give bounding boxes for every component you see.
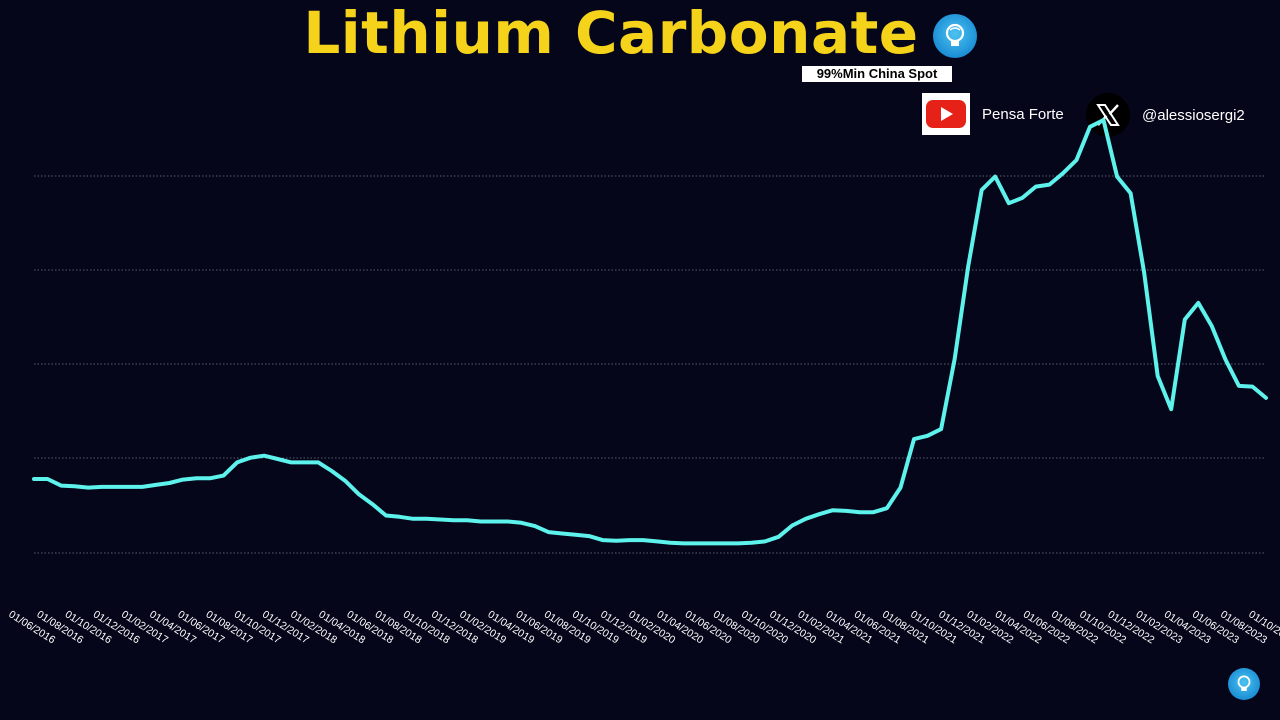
chart-gridlines bbox=[34, 175, 1266, 554]
lightbulb-watermark-icon bbox=[1228, 668, 1260, 700]
youtube-icon bbox=[922, 93, 970, 135]
youtube-channel[interactable]: Pensa Forte bbox=[922, 93, 1064, 135]
x-account-handle: @alessiosergi2 bbox=[1142, 106, 1245, 124]
youtube-channel-name: Pensa Forte bbox=[982, 105, 1064, 123]
x-axis-tick-labels: 01/06/201601/08/201601/10/201601/12/2016… bbox=[6, 608, 1280, 646]
lightbulb-logo-icon bbox=[932, 14, 977, 58]
chart-title-row: Lithium Carbonate bbox=[0, 0, 1280, 68]
chart-series bbox=[32, 118, 1268, 546]
series-line bbox=[32, 118, 1268, 546]
chart-subtitle: 99%Min China Spot bbox=[802, 66, 952, 82]
chart-title: Lithium Carbonate bbox=[303, 0, 919, 67]
